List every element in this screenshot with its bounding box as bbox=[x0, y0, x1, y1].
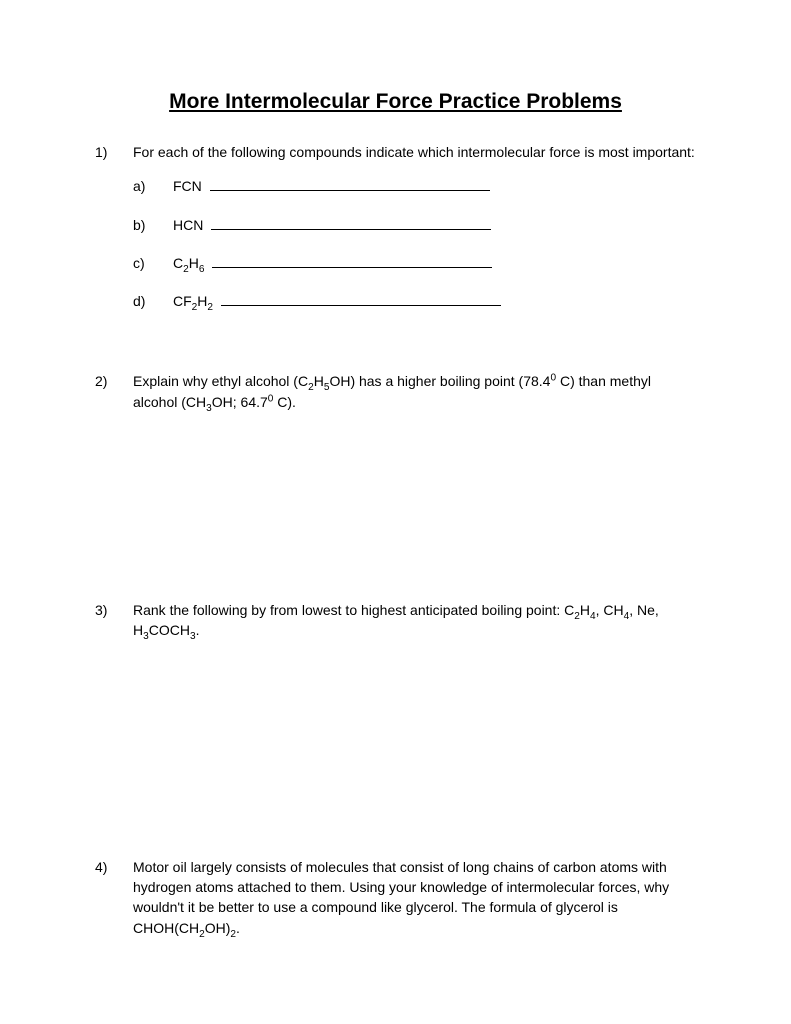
spacer bbox=[95, 659, 696, 857]
sub-list: a) FCN b) HCN c) C2H6 bbox=[133, 176, 696, 311]
page-title: More Intermolecular Force Practice Probl… bbox=[95, 90, 696, 114]
problem-text: For each of the following compounds indi… bbox=[133, 142, 696, 162]
problem-number: 3) bbox=[95, 600, 133, 641]
sub-content: C2H6 bbox=[173, 253, 696, 273]
sub-letter: c) bbox=[133, 253, 173, 273]
compound-label: C2H6 bbox=[173, 255, 204, 271]
problem-number: 4) bbox=[95, 857, 133, 938]
problem-4: 4) Motor oil largely consists of molecul… bbox=[95, 857, 696, 938]
sub-item-a: a) FCN bbox=[133, 176, 696, 196]
sub-item-d: d) CF2H2 bbox=[133, 291, 696, 311]
answer-blank[interactable] bbox=[211, 215, 491, 230]
problem-2: 2) Explain why ethyl alcohol (C2H5OH) ha… bbox=[95, 371, 696, 412]
sub-letter: b) bbox=[133, 215, 173, 235]
problem-text: Rank the following by from lowest to hig… bbox=[133, 600, 696, 641]
answer-blank[interactable] bbox=[212, 253, 492, 268]
problem-body: For each of the following compounds indi… bbox=[133, 142, 696, 329]
sub-content: CF2H2 bbox=[173, 291, 696, 311]
problem-body: Explain why ethyl alcohol (C2H5OH) has a… bbox=[133, 371, 696, 412]
problem-body: Motor oil largely consists of molecules … bbox=[133, 857, 696, 938]
spacer bbox=[95, 430, 696, 600]
problem-1: 1) For each of the following compounds i… bbox=[95, 142, 696, 329]
sub-letter: d) bbox=[133, 291, 173, 311]
sub-letter: a) bbox=[133, 176, 173, 196]
sub-content: HCN bbox=[173, 215, 696, 235]
spacer bbox=[95, 347, 696, 371]
problem-3: 3) Rank the following by from lowest to … bbox=[95, 600, 696, 641]
problem-number: 1) bbox=[95, 142, 133, 329]
problem-body: Rank the following by from lowest to hig… bbox=[133, 600, 696, 641]
sub-item-c: c) C2H6 bbox=[133, 253, 696, 273]
sub-content: FCN bbox=[173, 176, 696, 196]
problem-text: Explain why ethyl alcohol (C2H5OH) has a… bbox=[133, 371, 696, 412]
answer-blank[interactable] bbox=[210, 176, 490, 191]
compound-label: CF2H2 bbox=[173, 293, 213, 309]
compound-label: FCN bbox=[173, 178, 202, 194]
problem-number: 2) bbox=[95, 371, 133, 412]
sub-item-b: b) HCN bbox=[133, 215, 696, 235]
compound-label: HCN bbox=[173, 217, 203, 233]
problem-text: Motor oil largely consists of molecules … bbox=[133, 857, 696, 938]
worksheet-page: More Intermolecular Force Practice Probl… bbox=[0, 0, 791, 1016]
answer-blank[interactable] bbox=[221, 291, 501, 306]
